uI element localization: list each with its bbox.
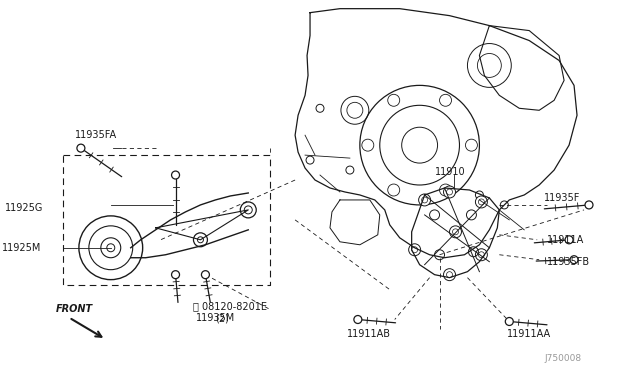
Text: 11925G: 11925G — [5, 203, 44, 213]
Text: 11911AB: 11911AB — [347, 330, 391, 339]
Circle shape — [449, 226, 461, 238]
Circle shape — [476, 249, 488, 261]
Circle shape — [585, 201, 593, 209]
Text: 11910: 11910 — [435, 167, 465, 177]
Circle shape — [172, 171, 180, 179]
Text: 11935FA: 11935FA — [75, 130, 117, 140]
Text: 11925M: 11925M — [2, 243, 42, 253]
Text: 11911AA: 11911AA — [508, 330, 552, 339]
Circle shape — [444, 186, 456, 198]
Circle shape — [419, 194, 431, 206]
Circle shape — [354, 315, 362, 324]
Text: 11935M: 11935M — [195, 312, 235, 323]
Text: 11935FB: 11935FB — [547, 257, 590, 267]
Circle shape — [476, 196, 488, 208]
Text: J750008: J750008 — [544, 355, 581, 363]
Text: FRONT: FRONT — [56, 304, 93, 314]
Circle shape — [565, 236, 573, 244]
Circle shape — [409, 244, 420, 256]
Circle shape — [172, 271, 180, 279]
Text: Ⓑ 08120-8201E: Ⓑ 08120-8201E — [193, 302, 268, 311]
Circle shape — [570, 256, 578, 264]
Circle shape — [506, 318, 513, 326]
Text: 11935F: 11935F — [544, 193, 580, 203]
Circle shape — [77, 144, 85, 152]
Text: 11911A: 11911A — [547, 235, 584, 245]
Circle shape — [202, 271, 209, 279]
Circle shape — [444, 269, 456, 280]
Text: (2): (2) — [216, 314, 229, 324]
